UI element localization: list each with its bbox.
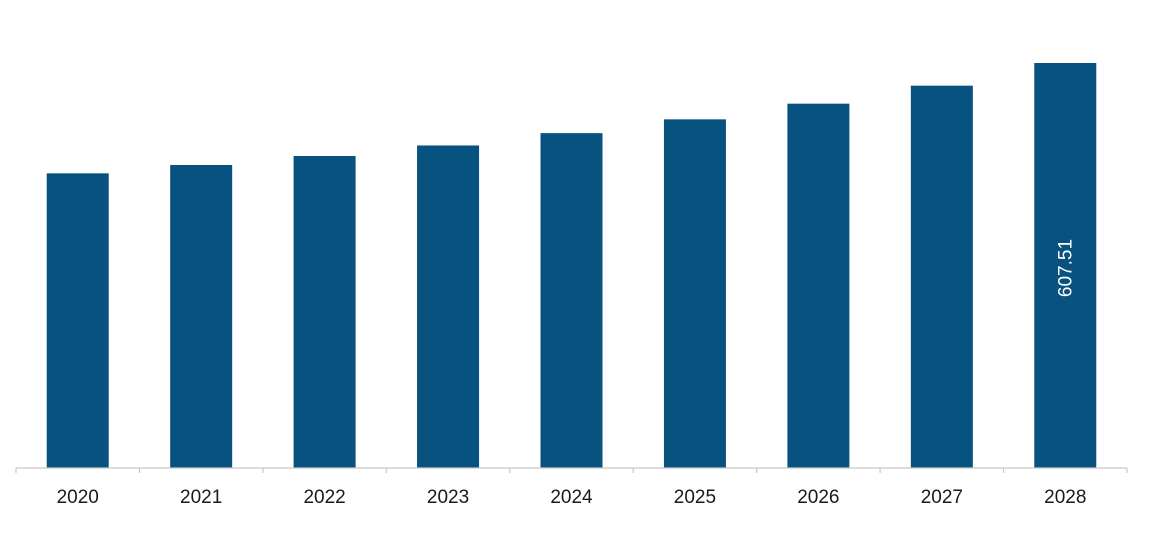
bar-2026 bbox=[787, 103, 850, 469]
bar-2021 bbox=[170, 165, 233, 468]
bar-2020 bbox=[46, 173, 109, 468]
x-tick-label-2020: 2020 bbox=[57, 487, 99, 508]
x-tick-label-2028: 2028 bbox=[1044, 487, 1086, 508]
bar-2024 bbox=[540, 133, 603, 468]
x-tick-label-2021: 2021 bbox=[180, 487, 222, 508]
x-tick-label-2026: 2026 bbox=[797, 487, 839, 508]
x-tick-label-2025: 2025 bbox=[674, 487, 716, 508]
x-tick-label-2027: 2027 bbox=[921, 487, 963, 508]
bar-2028 bbox=[1034, 63, 1097, 468]
bar-2025 bbox=[663, 119, 726, 468]
bar-2027 bbox=[910, 85, 973, 469]
data-label-2028: 607.51 bbox=[1055, 239, 1076, 297]
bar-2023 bbox=[417, 145, 480, 468]
x-tick-label-2023: 2023 bbox=[427, 487, 469, 508]
x-axis bbox=[15, 467, 1128, 473]
x-tick-label-2022: 2022 bbox=[303, 487, 345, 508]
bar-2022 bbox=[293, 156, 356, 468]
bars-layer bbox=[46, 63, 1097, 469]
labels-layer: 2020 2021 2022 2023 2024 2025 2026 2027 2028 607.… bbox=[57, 239, 1087, 508]
x-tick-label-2024: 2024 bbox=[550, 487, 593, 508]
